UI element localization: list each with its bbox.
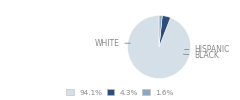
Text: WHITE: WHITE [94,39,131,48]
Text: HISPANIC: HISPANIC [185,45,230,54]
Wedge shape [127,16,191,78]
Legend: 94.1%, 4.3%, 1.6%: 94.1%, 4.3%, 1.6% [66,89,174,96]
Text: BLACK: BLACK [183,51,219,60]
Wedge shape [159,16,170,47]
Wedge shape [159,16,162,47]
